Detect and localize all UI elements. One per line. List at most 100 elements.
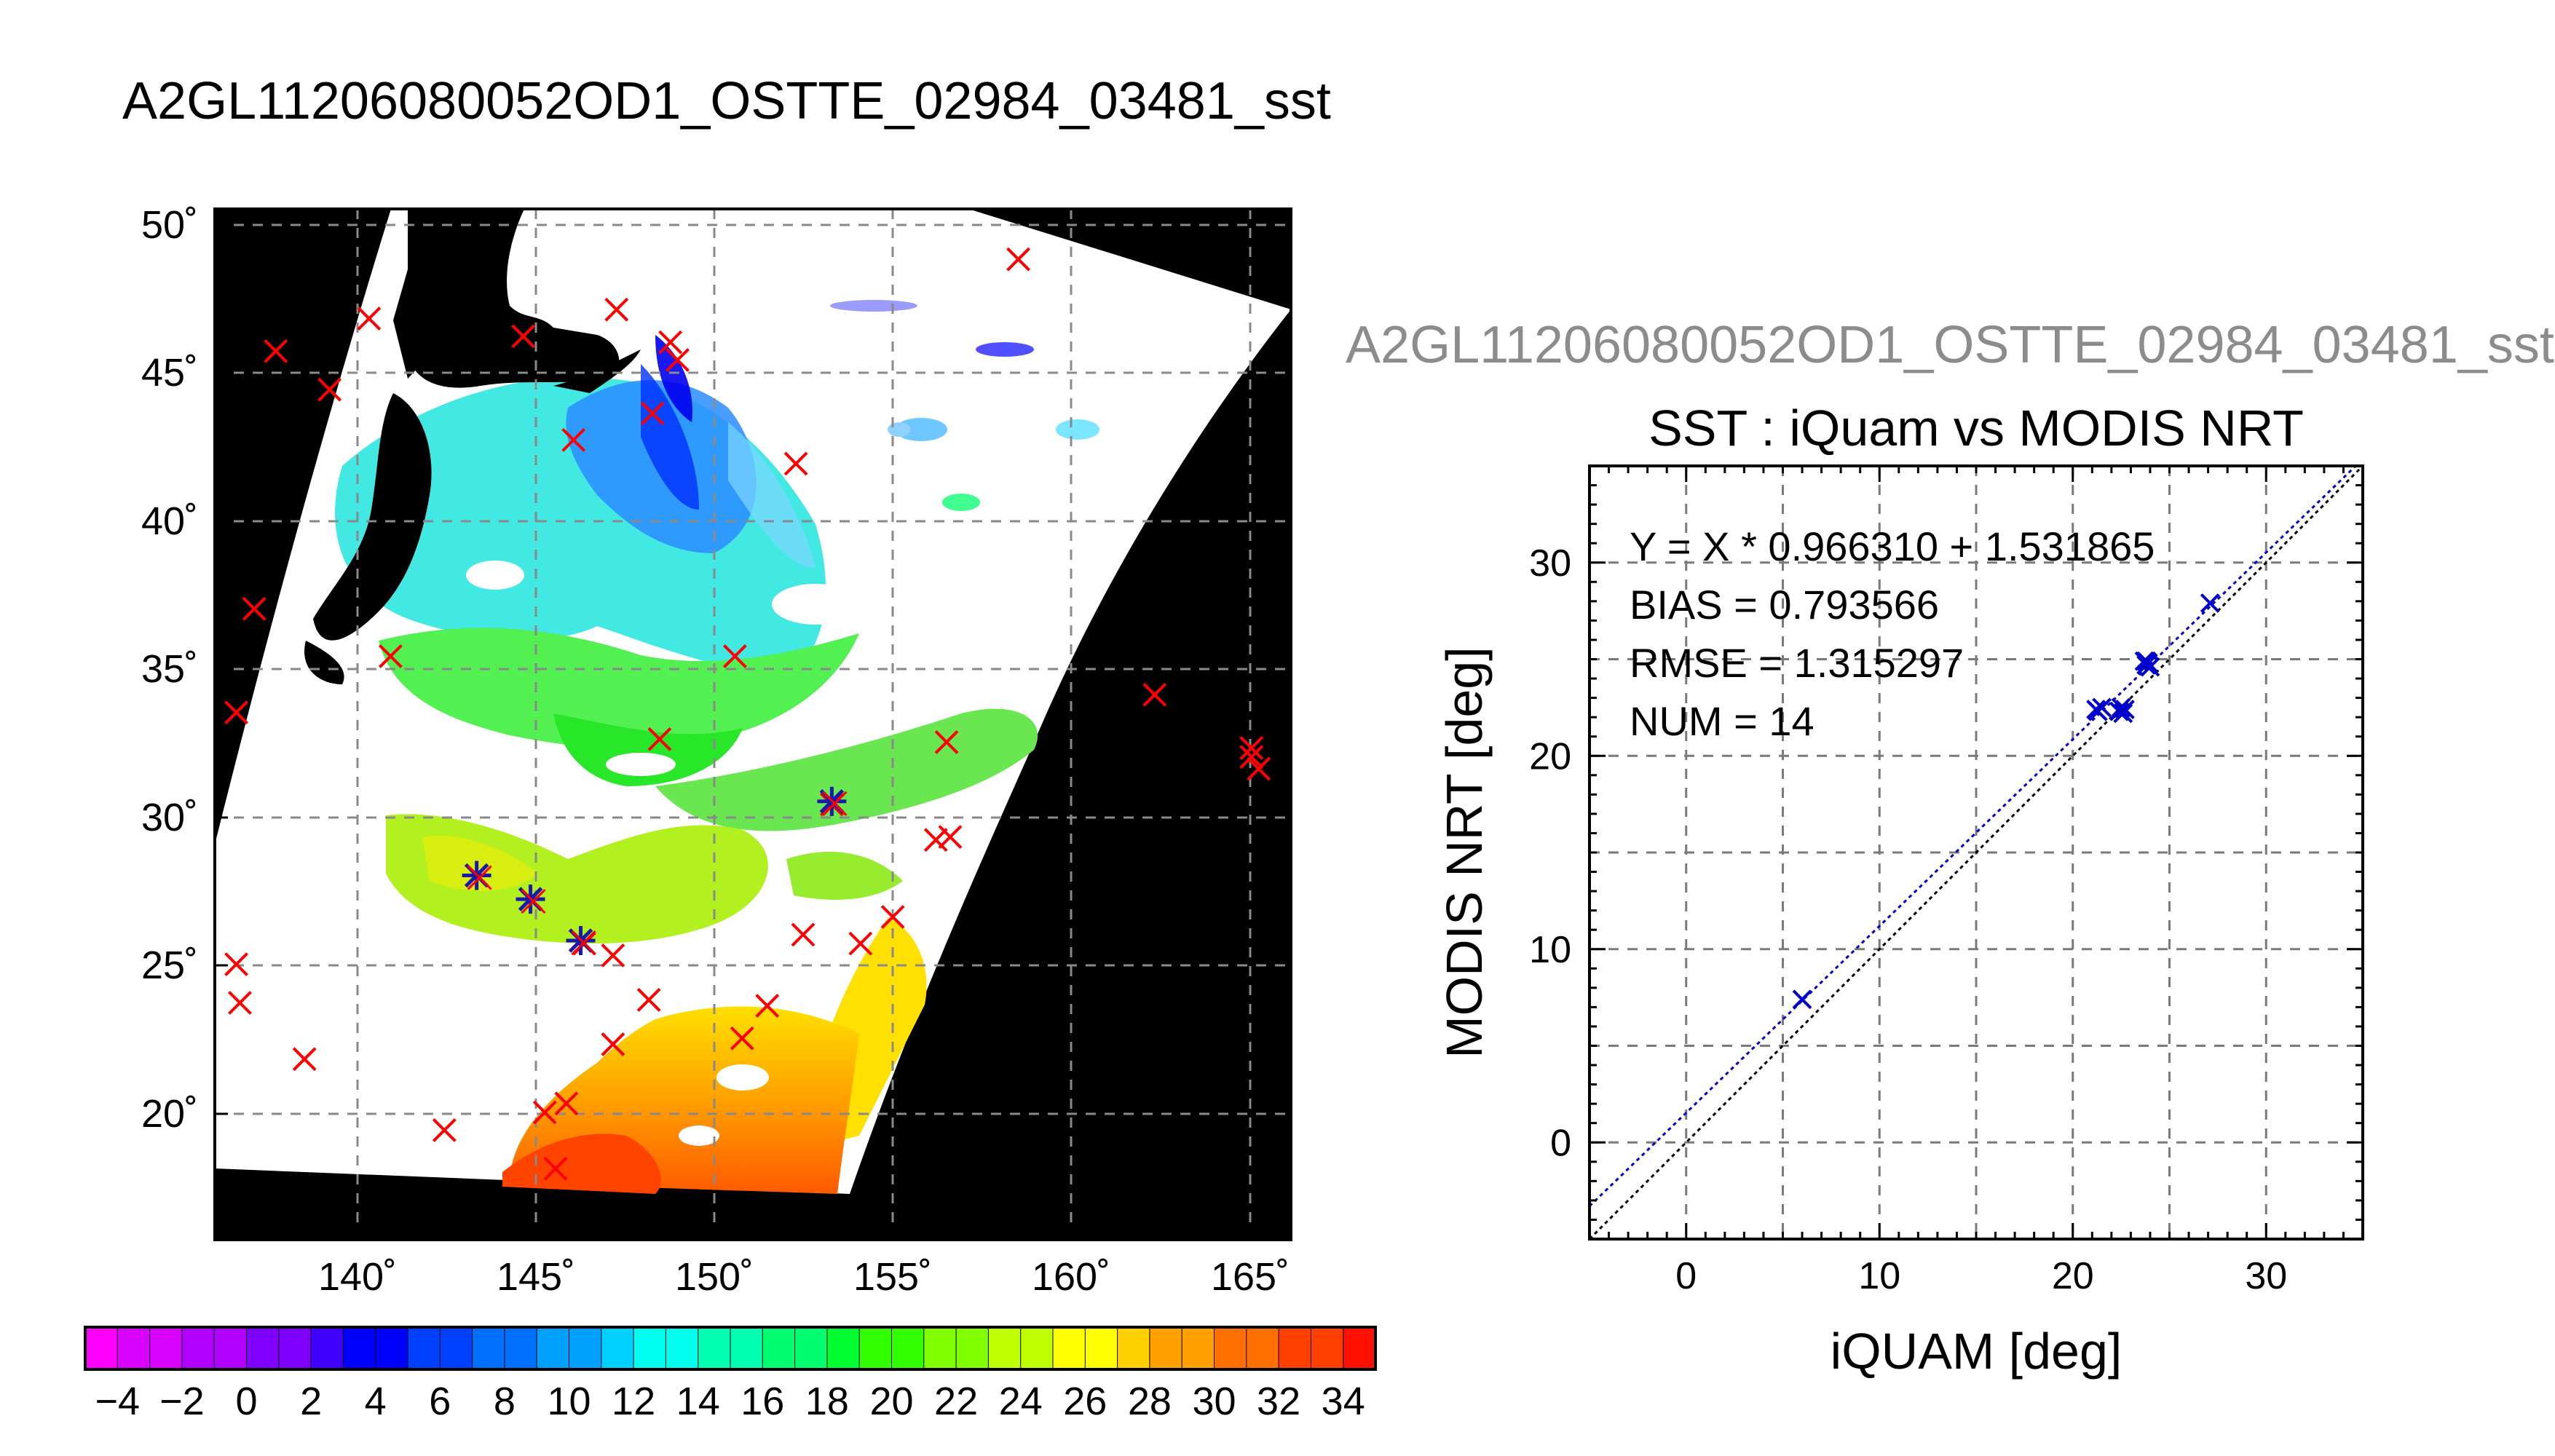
colorbar-tick-label: 4 — [365, 1380, 387, 1423]
colorbar-cell — [117, 1326, 151, 1370]
map-marker-red — [292, 1047, 317, 1072]
colorbar-cell — [987, 1326, 1022, 1370]
colorbar-tick-labels: −4 −2 0 2 4 6 8 10 12 14 16 18 20 22 24 26 28 30 32 34 — [95, 1380, 1365, 1423]
map-marker-red — [636, 987, 661, 1012]
colorbar-cell — [1343, 1326, 1376, 1370]
main-title: A2GL11206080052OD1_OSTTE_02984_03481_sst — [122, 72, 1331, 130]
colorbar-cell — [149, 1326, 183, 1370]
scatter-tick-marks — [1588, 464, 2364, 1241]
map-marker-red — [357, 306, 382, 331]
land-masses — [304, 209, 641, 684]
map-frame — [213, 207, 1292, 1241]
map-marker-red — [378, 644, 403, 668]
colorbar-frame — [84, 1326, 1377, 1371]
colorbar-cell — [1084, 1326, 1118, 1370]
map-marker-red — [511, 324, 536, 349]
map-y-tick-label: 40˚ — [141, 499, 198, 543]
map-marker-blue — [462, 860, 492, 890]
scatter-y-axis-label: MODIS NRT [deg] — [1436, 646, 1493, 1058]
map-marker-red — [1239, 745, 1264, 769]
colorbar-tick-label: 28 — [1128, 1380, 1172, 1423]
colorbar-cell — [891, 1326, 925, 1370]
scatter-y-tick-label: 0 — [1550, 1122, 1571, 1164]
map-marker-red — [1247, 756, 1271, 781]
colorbar-cell — [1214, 1326, 1247, 1370]
map-y-tick-label: 20˚ — [141, 1092, 198, 1136]
sst-patches-east — [830, 300, 1099, 511]
colorbar-cell — [504, 1326, 538, 1370]
colorbar-tick-label: 6 — [429, 1380, 451, 1423]
colorbar-cell — [1278, 1326, 1312, 1370]
map-marker-red — [604, 297, 629, 322]
map-marker-red — [317, 377, 342, 402]
scatter-stats: Y = X * 0.966310 + 1.531865 BIAS = 0.793… — [1630, 523, 2155, 744]
map-marker-red — [783, 451, 808, 476]
colorbar-cell — [601, 1326, 635, 1370]
map-marker-red — [554, 1091, 579, 1116]
colorbar-tick-label: 8 — [494, 1380, 516, 1423]
colorbar-tick-label: 26 — [1063, 1380, 1107, 1423]
colorbar-cell — [246, 1326, 280, 1370]
map-marker-red — [228, 991, 252, 1015]
colorbar-cell — [536, 1326, 570, 1370]
map-x-tick-label: 155˚ — [853, 1255, 932, 1299]
map-marker-red — [938, 825, 963, 850]
map-marker-red — [264, 339, 288, 363]
colorbar-cell — [342, 1326, 376, 1370]
colorbar-cell — [181, 1326, 216, 1370]
colorbar-tick-label: 14 — [676, 1380, 720, 1423]
map-y-tick-label: 35˚ — [141, 647, 198, 691]
scatter-file-title: A2GL11206080052OD1_OSTTE_02984_03481_sst — [1346, 316, 2554, 374]
map-x-tick-label: 140˚ — [318, 1255, 397, 1299]
map-marker-blue — [566, 926, 596, 956]
scatter-point — [2136, 651, 2157, 671]
scatter-x-axis-label: iQUAM [deg] — [1831, 1323, 2122, 1380]
map-marker-red — [561, 427, 586, 452]
map-marker-red — [722, 644, 747, 668]
map-marker-red-overlay — [571, 930, 596, 956]
stats-num: NUM = 14 — [1630, 698, 1814, 744]
map-marker-red — [755, 994, 780, 1018]
colorbar-cell — [569, 1326, 602, 1370]
colorbar-cell — [1149, 1326, 1183, 1370]
map-marker-red — [242, 596, 266, 621]
colorbar-cell — [665, 1326, 699, 1370]
colorbar-tick-label: 0 — [235, 1380, 257, 1423]
map-marker-red — [880, 905, 905, 929]
scatter-x-tick-label: 20 — [2052, 1255, 2094, 1297]
colorbar-cell — [794, 1326, 828, 1370]
colorbar-cell — [923, 1326, 957, 1370]
colorbar-tick-label: 16 — [741, 1380, 784, 1423]
map-y-tick-label: 25˚ — [141, 943, 198, 987]
stats-regression: Y = X * 0.966310 + 1.531865 — [1630, 523, 2155, 569]
sst-scatter: SST : iQuam vs MODIS NRT 0 10 20 30 0 10… — [1436, 400, 2364, 1380]
colorbar-cell — [439, 1326, 473, 1370]
scatter-title: SST : iQuam vs MODIS NRT — [1648, 400, 2304, 456]
map-marker-red — [640, 401, 665, 426]
colorbar-tick-label: 22 — [934, 1380, 978, 1423]
colorbar-cell — [1246, 1326, 1280, 1370]
colorbar-cell — [84, 1326, 119, 1370]
colorbar-tick-label: −2 — [159, 1380, 205, 1423]
scatter-y-tick-label: 10 — [1529, 929, 1571, 971]
map-marker-red-overlay — [467, 865, 492, 890]
colorbar-tick-label: 20 — [869, 1380, 913, 1423]
colorbar-cell — [1117, 1326, 1150, 1370]
colorbar-cell — [407, 1326, 441, 1370]
colorbar-cell — [955, 1326, 990, 1370]
colorbar-cell — [762, 1326, 796, 1370]
colorbar-cell — [826, 1326, 861, 1370]
colorbar-cell — [375, 1326, 409, 1370]
colorbar-cell — [1020, 1326, 1054, 1370]
scatter-points — [1792, 593, 2220, 1010]
map-x-tick-label: 150˚ — [675, 1255, 754, 1299]
colorbar-tick-label: 12 — [612, 1380, 655, 1423]
colorbar-tick-label: 18 — [805, 1380, 849, 1423]
map-marker-red — [658, 330, 683, 355]
map-y-tick-label: 45˚ — [141, 351, 198, 395]
sst-colorbar: −4 −2 0 2 4 6 8 10 12 14 16 18 20 22 24 26 28 30 32 34 — [84, 1326, 1377, 1423]
stats-rmse: RMSE = 1.315297 — [1630, 640, 1964, 686]
map-marker-red — [1006, 247, 1030, 272]
regression-line — [1590, 466, 2358, 1207]
